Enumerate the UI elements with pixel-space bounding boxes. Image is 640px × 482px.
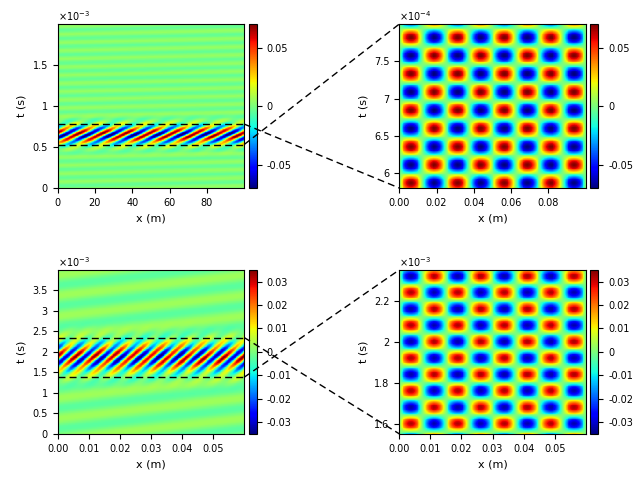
Y-axis label: t (s): t (s) (358, 95, 369, 117)
X-axis label: x (m): x (m) (136, 213, 166, 223)
X-axis label: x (m): x (m) (136, 459, 166, 469)
Y-axis label: t (s): t (s) (17, 95, 27, 117)
Text: $\times 10^{-3}$: $\times 10^{-3}$ (58, 10, 90, 23)
X-axis label: x (m): x (m) (477, 459, 508, 469)
X-axis label: x (m): x (m) (477, 213, 508, 223)
Y-axis label: t (s): t (s) (17, 341, 27, 363)
Text: $\times 10^{-4}$: $\times 10^{-4}$ (399, 10, 431, 23)
Text: $\times 10^{-3}$: $\times 10^{-3}$ (58, 255, 90, 269)
Y-axis label: t (s): t (s) (358, 341, 369, 363)
Text: $\times 10^{-3}$: $\times 10^{-3}$ (399, 255, 431, 269)
